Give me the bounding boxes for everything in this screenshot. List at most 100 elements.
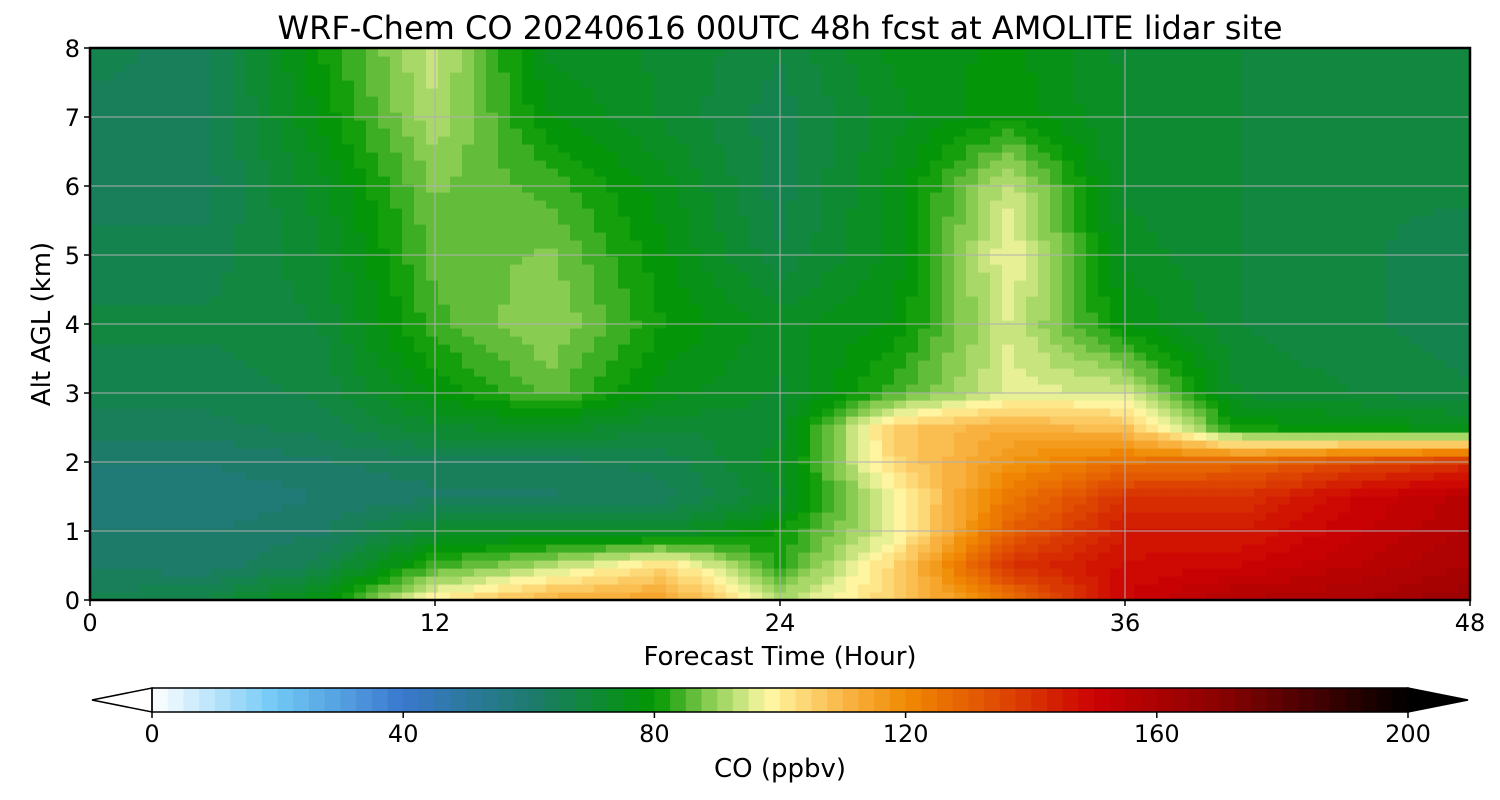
contour-cell	[990, 568, 1003, 577]
contour-cell	[1002, 488, 1015, 497]
contour-cell	[1326, 432, 1339, 441]
contour-cell	[990, 464, 1003, 473]
contour-cell	[462, 272, 475, 281]
contour-cell	[1014, 584, 1027, 593]
contour-cell	[186, 464, 199, 473]
contour-cell	[690, 272, 703, 281]
contour-cell	[270, 296, 283, 305]
contour-cell	[882, 560, 895, 569]
contour-cell	[366, 496, 379, 505]
contour-cell	[510, 536, 523, 545]
contour-cell	[1110, 512, 1123, 521]
contour-cell	[1302, 496, 1315, 505]
contour-cell	[1242, 456, 1255, 465]
contour-cell	[1074, 288, 1087, 297]
contour-cell	[750, 464, 763, 473]
contour-cell	[1278, 528, 1291, 537]
contour-cell	[1362, 400, 1375, 409]
contour-cell	[1158, 552, 1171, 561]
contour-cell	[846, 352, 859, 361]
contour-cell	[162, 432, 175, 441]
contour-cell	[534, 432, 547, 441]
contour-cell	[1122, 272, 1135, 281]
contour-cell	[1026, 264, 1039, 273]
contour-cell	[1182, 592, 1195, 601]
contour-cell	[486, 368, 499, 377]
contour-cell	[1050, 496, 1063, 505]
contour-cell	[1170, 512, 1183, 521]
contour-cell	[882, 552, 895, 561]
contour-cell	[1134, 472, 1147, 481]
contour-cell	[906, 304, 919, 313]
contour-cell	[1446, 560, 1459, 569]
contour-cell	[426, 552, 439, 561]
contour-cell	[1362, 568, 1375, 577]
contour-cell	[366, 464, 379, 473]
contour-cell	[510, 416, 523, 425]
contour-cell	[762, 440, 775, 449]
contour-cell	[606, 504, 619, 513]
contour-cell	[162, 352, 175, 361]
contour-cell	[306, 352, 319, 361]
contour-cell	[234, 432, 247, 441]
contour-cell	[750, 496, 763, 505]
contour-cell	[606, 512, 619, 521]
contour-cell	[462, 536, 475, 545]
contour-cell	[90, 384, 103, 393]
contour-cell	[378, 352, 391, 361]
contour-cell	[1170, 504, 1183, 513]
contour-cell	[582, 344, 595, 353]
contour-cell	[1278, 480, 1291, 489]
contour-cell	[666, 552, 679, 561]
contour-cell	[786, 400, 799, 409]
contour-cell	[270, 344, 283, 353]
contour-cell	[906, 352, 919, 361]
contour-cell	[522, 496, 535, 505]
contour-cell	[1242, 328, 1255, 337]
contour-cell	[870, 544, 883, 553]
contour-cell	[834, 272, 847, 281]
contour-cell	[630, 504, 643, 513]
contour-cell	[618, 376, 631, 385]
contour-cell	[378, 400, 391, 409]
contour-cell	[1158, 256, 1171, 265]
contour-cell	[234, 264, 247, 273]
contour-cell	[690, 368, 703, 377]
contour-cell	[294, 304, 307, 313]
contour-cell	[1002, 504, 1015, 513]
contour-cell	[390, 256, 403, 265]
contour-cell	[810, 472, 823, 481]
contour-cell	[1146, 504, 1159, 513]
contour-cell	[1326, 496, 1339, 505]
contour-cell	[402, 376, 415, 385]
contour-cell	[1338, 416, 1351, 425]
contour-cell	[1230, 264, 1243, 273]
contour-cell	[846, 544, 859, 553]
contour-cell	[150, 424, 163, 433]
contour-cell	[666, 448, 679, 457]
contour-cell	[810, 312, 823, 321]
contour-cell	[486, 296, 499, 305]
contour-cell	[306, 568, 319, 577]
contour-cell	[1362, 336, 1375, 345]
contour-cell	[102, 312, 115, 321]
contour-cell	[1050, 416, 1063, 425]
contour-cell	[246, 360, 259, 369]
contour-cell	[1170, 264, 1183, 273]
contour-cell	[678, 504, 691, 513]
contour-cell	[882, 344, 895, 353]
contour-cell	[138, 336, 151, 345]
contour-cell	[1242, 256, 1255, 265]
contour-cell	[870, 432, 883, 441]
contour-cell	[1062, 488, 1075, 497]
contour-cell	[1134, 448, 1147, 457]
contour-cell	[258, 544, 271, 553]
contour-cell	[1338, 528, 1351, 537]
contour-cell	[558, 592, 571, 601]
contour-cell	[750, 352, 763, 361]
contour-cell	[630, 536, 643, 545]
contour-cell	[834, 480, 847, 489]
contour-cell	[1338, 368, 1351, 377]
contour-cell	[258, 424, 271, 433]
contour-cell	[1194, 456, 1207, 465]
